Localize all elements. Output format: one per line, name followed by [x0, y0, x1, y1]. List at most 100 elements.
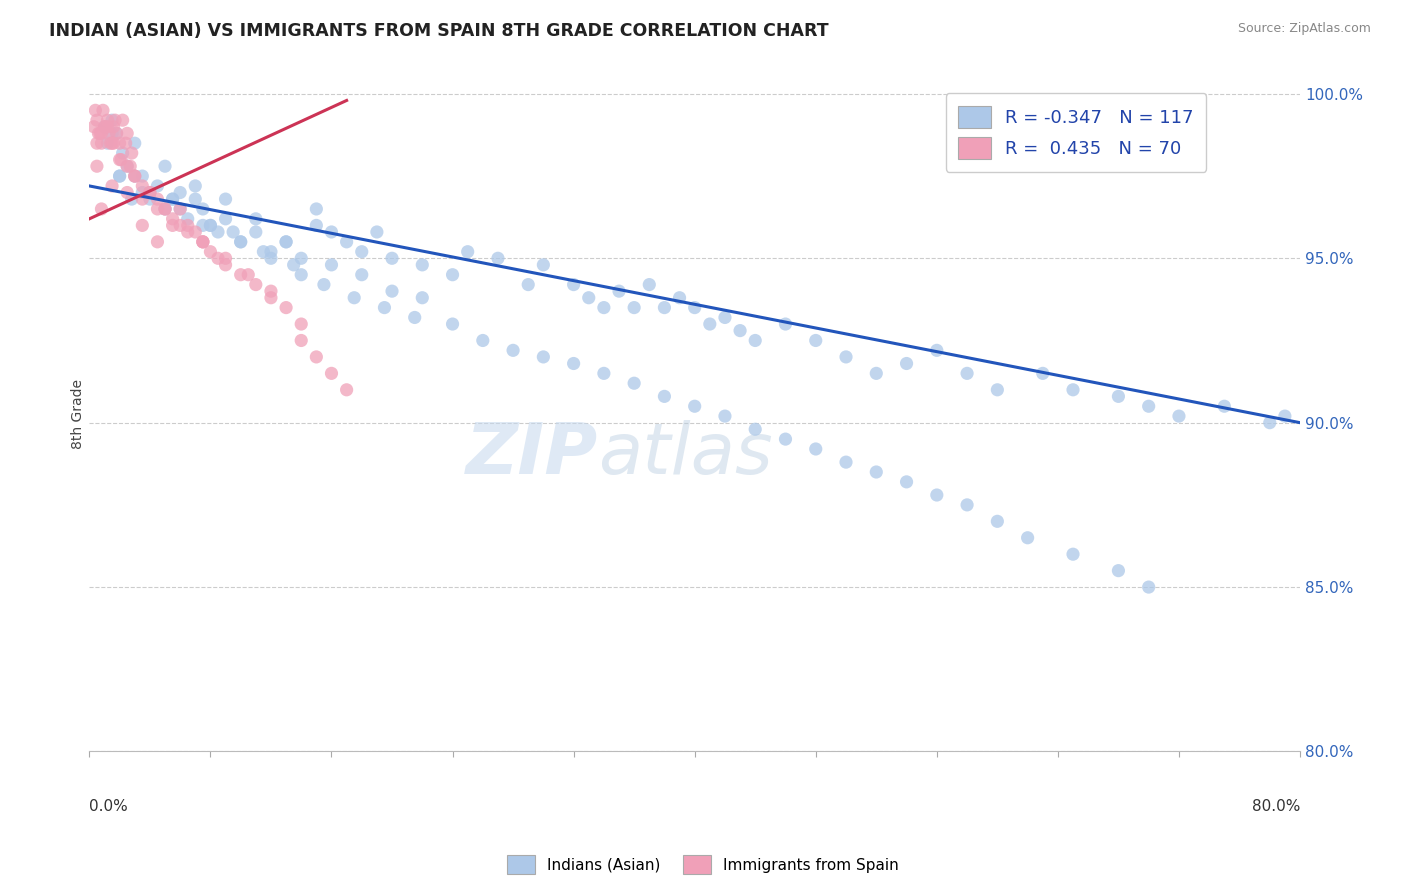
- Point: [214, 192, 236, 206]
- Point: [404, 310, 426, 325]
- Point: [98, 126, 121, 140]
- Point: [835, 455, 858, 469]
- Point: [336, 235, 359, 249]
- Text: 0.0%: 0.0%: [90, 798, 128, 814]
- Point: [93, 120, 115, 134]
- Point: [1017, 531, 1039, 545]
- Point: [124, 169, 146, 183]
- Point: [411, 258, 433, 272]
- Point: [177, 211, 200, 226]
- Point: [214, 258, 236, 272]
- Point: [245, 225, 267, 239]
- Point: [103, 136, 125, 151]
- Point: [124, 136, 146, 151]
- Point: [86, 113, 108, 128]
- Point: [96, 113, 118, 128]
- Point: [683, 399, 706, 413]
- Point: [184, 225, 207, 239]
- Point: [111, 146, 134, 161]
- Point: [1213, 399, 1236, 413]
- Point: [865, 367, 887, 381]
- Point: [177, 219, 200, 233]
- Point: [1137, 399, 1160, 413]
- Point: [108, 136, 131, 151]
- Text: Source: ZipAtlas.com: Source: ZipAtlas.com: [1237, 22, 1371, 36]
- Point: [238, 268, 260, 282]
- Point: [562, 357, 585, 371]
- Point: [131, 219, 153, 233]
- Point: [956, 498, 979, 512]
- Point: [623, 376, 645, 391]
- Point: [146, 235, 169, 249]
- Point: [578, 291, 600, 305]
- Point: [93, 120, 115, 134]
- Point: [115, 159, 138, 173]
- Point: [110, 153, 132, 167]
- Point: [153, 159, 176, 173]
- Point: [366, 225, 388, 239]
- Point: [131, 169, 153, 183]
- Point: [245, 211, 267, 226]
- Point: [146, 178, 169, 193]
- Point: [245, 277, 267, 292]
- Point: [89, 126, 111, 140]
- Point: [139, 192, 162, 206]
- Point: [115, 186, 138, 200]
- Point: [471, 334, 494, 348]
- Point: [305, 219, 328, 233]
- Point: [1137, 580, 1160, 594]
- Point: [441, 268, 464, 282]
- Point: [925, 488, 948, 502]
- Point: [274, 301, 297, 315]
- Point: [184, 192, 207, 206]
- Point: [87, 126, 110, 140]
- Point: [1274, 409, 1296, 423]
- Point: [115, 126, 138, 140]
- Point: [305, 350, 328, 364]
- Point: [457, 244, 479, 259]
- Point: [486, 252, 509, 266]
- Point: [775, 432, 797, 446]
- Point: [744, 422, 766, 436]
- Point: [1107, 389, 1129, 403]
- Point: [124, 169, 146, 183]
- Point: [146, 192, 169, 206]
- Point: [229, 235, 252, 249]
- Point: [94, 120, 117, 134]
- Point: [321, 225, 343, 239]
- Point: [146, 202, 169, 216]
- Point: [775, 317, 797, 331]
- Point: [104, 113, 127, 128]
- Point: [184, 178, 207, 193]
- Point: [90, 202, 112, 216]
- Point: [290, 317, 312, 331]
- Point: [115, 159, 138, 173]
- Point: [312, 277, 335, 292]
- Point: [90, 136, 112, 151]
- Point: [229, 235, 252, 249]
- Point: [83, 120, 105, 134]
- Point: [321, 367, 343, 381]
- Point: [191, 235, 214, 249]
- Point: [668, 291, 690, 305]
- Legend: Indians (Asian), Immigrants from Spain: Indians (Asian), Immigrants from Spain: [501, 849, 905, 880]
- Point: [108, 153, 131, 167]
- Point: [517, 277, 540, 292]
- Point: [162, 211, 184, 226]
- Point: [925, 343, 948, 358]
- Point: [1107, 564, 1129, 578]
- Point: [274, 235, 297, 249]
- Point: [290, 334, 312, 348]
- Point: [804, 334, 827, 348]
- Point: [956, 367, 979, 381]
- Text: INDIAN (ASIAN) VS IMMIGRANTS FROM SPAIN 8TH GRADE CORRELATION CHART: INDIAN (ASIAN) VS IMMIGRANTS FROM SPAIN …: [49, 22, 828, 40]
- Point: [96, 120, 118, 134]
- Point: [744, 334, 766, 348]
- Point: [531, 350, 554, 364]
- Point: [124, 169, 146, 183]
- Point: [101, 126, 124, 140]
- Point: [191, 219, 214, 233]
- Point: [562, 277, 585, 292]
- Point: [593, 301, 616, 315]
- Point: [169, 202, 191, 216]
